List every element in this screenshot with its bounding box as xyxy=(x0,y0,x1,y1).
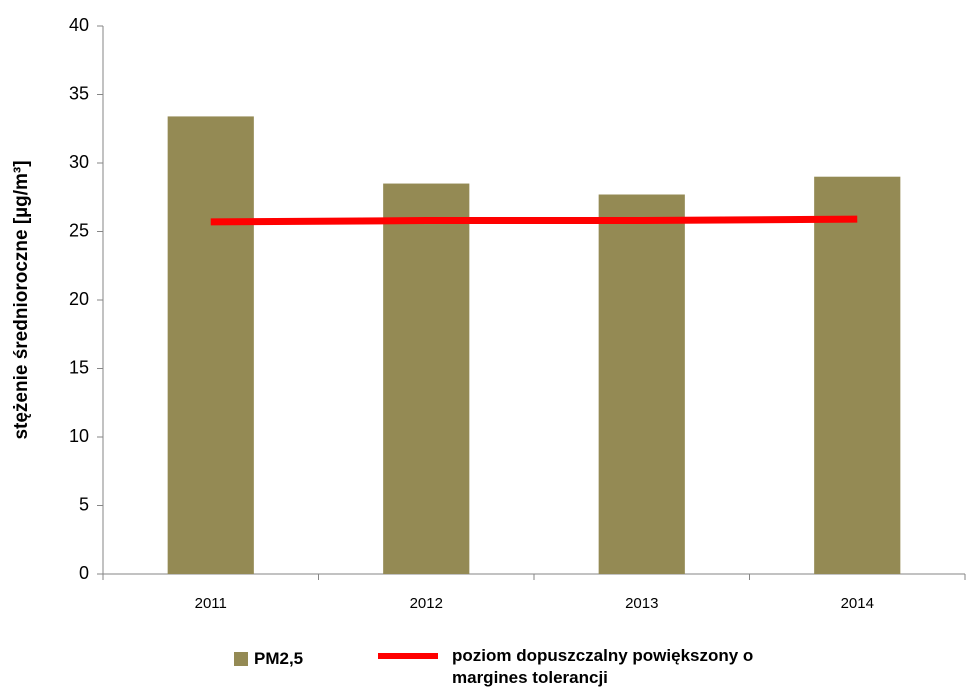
legend-item: PM2,5 xyxy=(234,648,303,670)
y-tick-label: 20 xyxy=(69,289,89,309)
x-tick-label: 2013 xyxy=(625,595,658,612)
bar xyxy=(814,176,901,574)
x-tick-label: 2012 xyxy=(410,595,443,612)
y-tick-label: 15 xyxy=(69,357,89,377)
y-tick-label: 30 xyxy=(69,152,89,172)
legend-label: PM2,5 xyxy=(254,649,304,668)
bar xyxy=(167,116,254,575)
y-tick-label: 40 xyxy=(69,15,89,35)
bar xyxy=(383,183,470,575)
y-tick-label: 5 xyxy=(79,494,89,514)
x-tick-label: 2014 xyxy=(841,595,874,612)
y-tick-label: 10 xyxy=(69,426,89,446)
legend-item: poziom dopuszczalny powiększony o margin… xyxy=(378,645,812,689)
legend-label: poziom dopuszczalny powiększony o margin… xyxy=(452,646,754,687)
x-tick-label: 2011 xyxy=(195,595,227,612)
legend-swatch xyxy=(234,652,248,666)
y-tick-label: 35 xyxy=(69,83,89,103)
y-tick-label: 0 xyxy=(79,563,89,583)
line xyxy=(210,215,858,226)
y-axis-label: stężenie średnioroczne [µg/m³] xyxy=(11,160,32,439)
y-tick-label: 25 xyxy=(69,220,89,240)
bar xyxy=(598,194,685,574)
legend-swatch xyxy=(378,653,438,659)
